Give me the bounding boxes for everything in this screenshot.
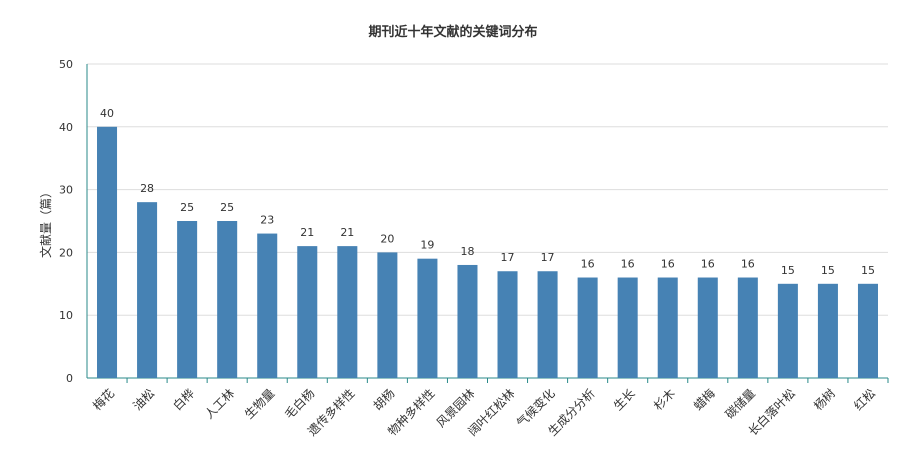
bar [537,271,558,378]
x-tick-label: 碳储量 [722,386,758,422]
data-label: 20 [380,232,394,245]
bar [97,126,118,378]
data-label: 25 [220,201,234,214]
bar [817,283,838,378]
data-labels: 40 28 25 25 23 21 21 20 19 18 17 17 16 16 16 16 16 15 15 15 [100,107,875,277]
data-label: 15 [861,264,875,277]
data-label: 16 [621,258,635,271]
data-label: 17 [501,251,515,264]
x-tick-label: 油松 [130,386,157,413]
data-label: 19 [420,239,434,252]
y-tick-label: 10 [59,309,73,322]
bar [577,277,598,378]
data-label: 28 [140,182,154,195]
bar [217,221,238,378]
data-label: 23 [260,214,274,227]
data-label: 21 [300,226,314,239]
bar [457,264,478,378]
y-axis-ticks: 0 10 20 30 40 50 [59,58,73,385]
x-tick-label: 红松 [851,386,879,414]
data-label: 40 [100,107,114,120]
y-tick-label: 0 [66,372,73,385]
data-label: 16 [741,258,755,271]
data-label: 16 [661,258,675,271]
x-tick-label: 杉木 [651,386,678,413]
y-tick-label: 20 [59,246,73,259]
x-tick-label: 生物量 [242,386,277,421]
bar [697,277,718,378]
bar [377,252,398,378]
bar [137,202,158,378]
bar [257,233,278,378]
data-label: 15 [821,264,835,277]
bar [417,258,438,378]
chart-title: 期刊近十年文献的关键词分布 [368,24,537,40]
x-tick-label: 梅花 [90,386,118,414]
x-tick-label: 生长 [611,386,638,413]
bar [297,246,318,378]
data-label: 16 [581,258,595,271]
bar [657,277,678,378]
x-tick-label: 白桦 [170,386,198,414]
y-tick-label: 40 [59,121,73,134]
bar [177,221,198,378]
data-label: 15 [781,264,795,277]
bar [617,277,638,378]
bar [737,277,758,378]
bar [337,246,358,378]
bar [857,283,878,378]
y-tick-label: 30 [59,184,73,197]
bars [97,126,878,378]
data-label: 16 [701,258,715,271]
data-label: 18 [460,245,474,258]
x-tick-label: 杨树 [810,386,838,414]
x-tick-label: 蜡梅 [690,386,718,414]
y-tick-label: 50 [59,58,73,71]
data-label: 25 [180,201,194,214]
gridlines [87,63,888,316]
data-label: 21 [340,226,354,239]
bar [497,271,518,378]
x-tick-label: 毛白杨 [281,386,317,422]
y-axis-label: 文献量（篇） [38,186,53,258]
bar [777,283,798,378]
x-tick-label: 胡杨 [370,386,398,414]
data-label: 17 [541,251,555,264]
x-tick-label: 人工林 [202,386,237,421]
